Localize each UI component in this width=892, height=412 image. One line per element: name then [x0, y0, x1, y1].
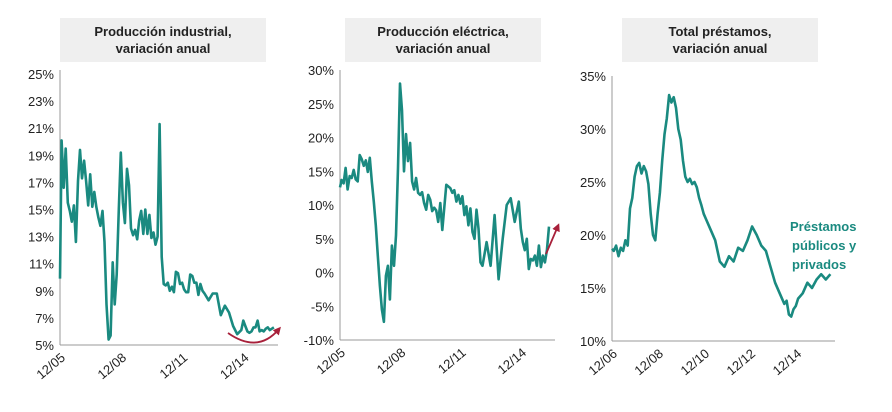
y-tick-labels: 35% 30% 25% 20% 15% 10%: [580, 69, 606, 349]
x-tick-labels: 12/06 12/08 12/10 12/12 12/14: [585, 346, 804, 378]
annotation-line-2: públicos y: [792, 238, 857, 253]
chart-title-box: [622, 18, 818, 62]
x-tick-label: 12/08: [631, 346, 666, 378]
x-tick-label: 12/11: [435, 345, 469, 377]
y-tick-label: -5%: [311, 299, 335, 314]
y-tick-label: 20%: [580, 228, 606, 243]
annotation-line-3: privados: [792, 257, 846, 272]
x-tick-label: 12/14: [495, 345, 530, 377]
x-tick-label: 12/05: [33, 350, 68, 382]
panel-total-loans: Total préstamos, variación anual 35% 30% 2…: [580, 18, 857, 378]
series-line-industrial: [58, 122, 275, 341]
y-tick-label: 30%: [580, 122, 606, 137]
y-tick-label: 13%: [28, 230, 54, 245]
x-tick-labels: 12/05 12/08 12/11 12/14: [313, 345, 529, 377]
x-tick-label: 12/08: [374, 345, 409, 377]
chart-title-line-1: Producción industrial,: [94, 24, 231, 39]
trend-arrow-icon: [227, 326, 281, 344]
y-tick-label: 15%: [308, 164, 334, 179]
x-tick-label: 12/11: [157, 350, 191, 382]
y-tick-label: 15%: [28, 203, 54, 218]
chart-title-box: [60, 18, 266, 62]
y-tick-label: 20%: [308, 131, 334, 146]
annotation-line-1: Préstamos: [790, 219, 856, 234]
y-tick-label: 25%: [308, 97, 334, 112]
x-tick-labels: 12/05 12/08 12/11 12/14: [33, 350, 251, 382]
x-tick-label: 12/14: [217, 350, 252, 382]
y-tick-label: 11%: [29, 257, 54, 272]
panel-electric-production: Producción eléctrica, variación anual 30…: [304, 18, 560, 377]
chart-title-line-2: variación anual: [673, 41, 768, 56]
y-tick-label: 5%: [35, 338, 54, 353]
x-tick-label: 12/08: [95, 350, 130, 382]
y-tick-label: 10%: [580, 334, 606, 349]
x-tick-label: 12/14: [770, 346, 805, 378]
y-tick-label: 30%: [308, 63, 334, 78]
chart-title-line-2: variación anual: [396, 41, 491, 56]
y-tick-label: 0%: [315, 266, 334, 281]
chart-title-line-1: Total préstamos,: [668, 24, 771, 39]
series-line-electric: [338, 82, 551, 324]
y-tick-labels: 30% 25% 20% 15% 10% 5% 0% -5% -10%: [304, 63, 335, 348]
panel-industrial-production: Producción industrial, variación anual 2…: [28, 18, 281, 382]
y-tick-label: 35%: [580, 69, 606, 84]
x-tick-label: 12/12: [724, 346, 759, 378]
trend-arrow-icon: [545, 223, 560, 255]
x-tick-label: 12/05: [313, 345, 348, 377]
y-tick-label: 9%: [35, 284, 54, 299]
y-tick-label: 7%: [35, 311, 54, 326]
chart-title-box: [345, 18, 541, 62]
x-tick-label: 12/06: [585, 346, 620, 378]
chart-title-line-2: variación anual: [116, 41, 211, 56]
chart-title-line-1: Producción eléctrica,: [377, 24, 509, 39]
y-tick-label: -10%: [304, 333, 335, 348]
y-tick-label: 15%: [580, 281, 606, 296]
y-tick-label: 25%: [580, 175, 606, 190]
y-tick-label: 10%: [308, 198, 334, 213]
y-tick-labels: 25% 23% 21% 19% 17% 15% 13% 11% 9% 7% 5%: [28, 67, 54, 353]
y-tick-label: 23%: [28, 94, 54, 109]
x-tick-label: 12/10: [678, 346, 713, 378]
y-tick-label: 21%: [28, 121, 54, 136]
y-tick-label: 17%: [28, 175, 54, 190]
y-tick-label: 25%: [28, 67, 54, 82]
series-line-loans: [611, 93, 832, 318]
y-tick-label: 19%: [28, 148, 54, 163]
y-tick-label: 5%: [315, 232, 334, 247]
